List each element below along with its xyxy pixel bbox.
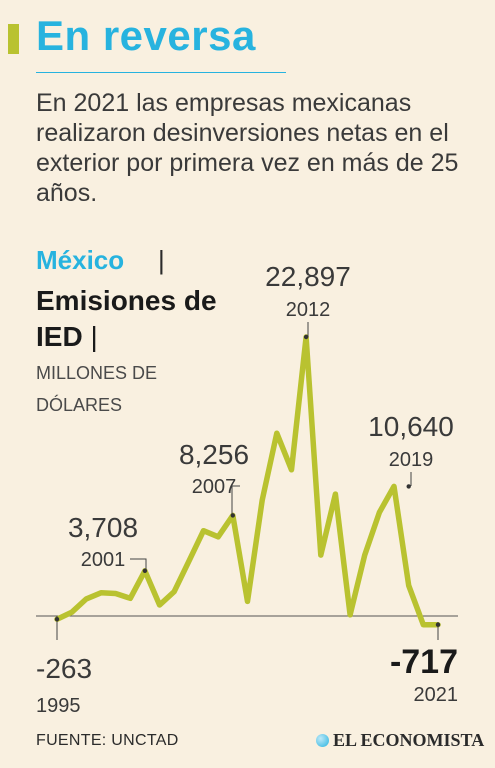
- unit-label: MILLONES DE DÓLARES: [36, 363, 158, 415]
- data-point-1995: [54, 617, 60, 622]
- logo-text: EL ECONOMISTA: [333, 730, 485, 750]
- year-label-2007: 2007: [192, 476, 237, 498]
- year-label-1995: 1995: [36, 695, 81, 717]
- data-point-2019: [406, 484, 411, 489]
- page-title: En reversa: [36, 12, 256, 59]
- value-label-2007: 8,256: [179, 439, 249, 470]
- title-underline: [36, 72, 286, 73]
- globe-icon: [316, 734, 329, 747]
- year-label-2019: 2019: [389, 449, 434, 471]
- metric-label: Emisiones de IED |: [36, 283, 236, 355]
- value-label-2001: 3,708: [68, 512, 138, 543]
- year-label-2001: 2001: [81, 549, 126, 571]
- leader-line-2007: [231, 485, 240, 514]
- source-note: FUENTE: UNCTAD: [36, 732, 179, 749]
- metric-separator: |: [90, 321, 98, 352]
- series-line-ied: [54, 334, 441, 628]
- country-label: México: [36, 245, 125, 275]
- year-label-2012: 2012: [286, 299, 331, 321]
- data-point-2012: [303, 334, 309, 340]
- data-point-2021: [435, 622, 441, 627]
- data-point-2001: [142, 568, 148, 573]
- leader-line-2001: [130, 558, 147, 570]
- value-label-2021: -717: [390, 643, 458, 681]
- country-separator: |: [158, 245, 165, 275]
- value-label-1995: -263: [36, 653, 92, 684]
- subtitle: En 2021 las empresas mexicanas realizaro…: [36, 89, 459, 207]
- title-accent-bar: [8, 24, 19, 54]
- publisher-logo: EL ECONOMISTA: [316, 730, 484, 751]
- metric-label-text: Emisiones de IED: [36, 285, 217, 352]
- data-point-2007: [230, 513, 235, 518]
- year-label-2021: 2021: [414, 684, 459, 706]
- value-label-2012: 22,897: [265, 261, 351, 292]
- value-label-2019: 10,640: [368, 411, 454, 442]
